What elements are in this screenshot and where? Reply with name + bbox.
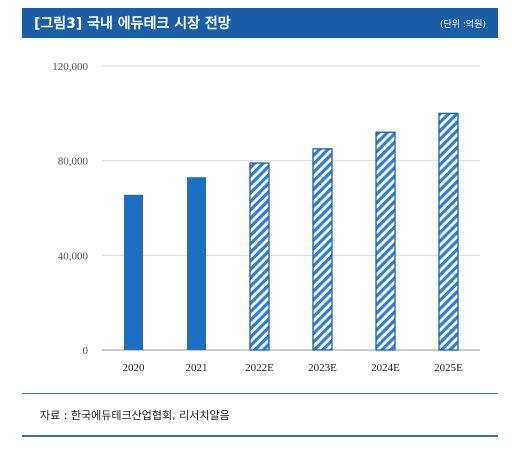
y-tick-label: 40,000: [58, 250, 89, 262]
chart-title: [그림3] 국내 에듀테크 시장 전망: [34, 16, 231, 32]
y-tick-label: 80,000: [58, 156, 89, 168]
x-tick-label: 2024E: [371, 362, 400, 374]
y-tick-label: 120,000: [52, 61, 88, 73]
y-tick-label: 0: [83, 345, 89, 357]
bar-2025E: [438, 112, 459, 351]
bar-2024E: [375, 131, 396, 351]
bar-2021: [187, 177, 206, 350]
bar-2022E: [249, 162, 270, 351]
source-box: 자료 : 한국에듀테크산업협회, 리서치알음: [22, 393, 498, 437]
x-tick-label: 2022E: [245, 362, 274, 374]
x-tick-label: 2021: [186, 362, 208, 374]
x-tick-label: 2020: [123, 362, 146, 374]
unit-label: (단위 :억원): [439, 19, 486, 30]
x-tick-label: 2025E: [434, 362, 463, 374]
bar-2023E: [312, 148, 333, 351]
chart-header: [그림3] 국내 에듀테크 시장 전망 (단위 :억원): [22, 8, 498, 38]
bar-chart: 0 40,000 80,000 120,000 2020 2021 2022E 2023E 2…: [52, 61, 480, 374]
source-note: 자료 : 한국에듀테크산업협회, 리서치알음: [40, 409, 230, 422]
bar-2020: [124, 194, 143, 350]
x-tick-label: 2023E: [308, 362, 337, 374]
